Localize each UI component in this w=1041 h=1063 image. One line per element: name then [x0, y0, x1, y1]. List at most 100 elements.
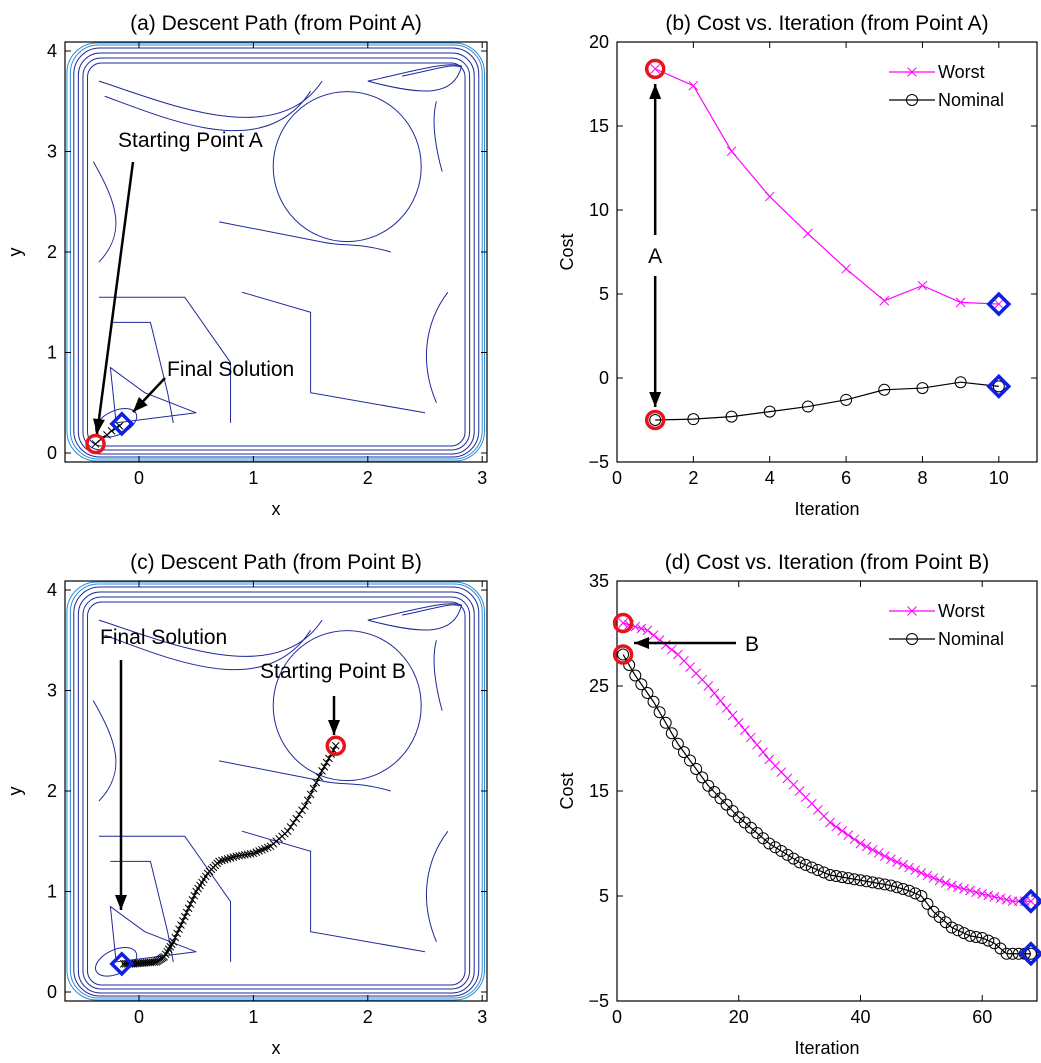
- data-point: [860, 875, 873, 888]
- x-tick-label: 3: [477, 468, 487, 488]
- legend-label-worst: Worst: [938, 62, 985, 82]
- contour-line: [104, 629, 312, 671]
- y-tick-label: 25: [589, 676, 609, 696]
- y-tick-label: 1: [47, 882, 57, 902]
- data-point: [909, 887, 922, 900]
- data-point: [886, 854, 896, 865]
- data-point: [983, 890, 994, 901]
- path-point: [173, 929, 181, 938]
- path-point: [175, 925, 183, 934]
- x-tick-label: 2: [688, 468, 698, 488]
- data-point: [831, 821, 841, 832]
- path-point: [171, 933, 180, 942]
- chart-title: (d) Cost vs. Iteration (from Point B): [665, 551, 989, 574]
- contour-line: [98, 296, 232, 423]
- data-point: [817, 866, 830, 879]
- data-point: [708, 786, 721, 799]
- path-point: [303, 796, 312, 805]
- data-point: [897, 883, 910, 895]
- x-axis-label: Iteration: [794, 1038, 859, 1058]
- x-tick-label: 2: [363, 1007, 373, 1027]
- path-point: [235, 851, 243, 860]
- legend-label-nominal: Nominal: [938, 629, 1004, 649]
- data-point: [891, 881, 903, 894]
- path-point: [226, 854, 235, 862]
- y-axis-label: y: [5, 248, 25, 257]
- data-point: [721, 703, 732, 713]
- start-marker: [644, 409, 666, 431]
- contour-line: [82, 57, 471, 451]
- contour-line: [82, 596, 471, 990]
- annotation-b: B: [745, 633, 759, 656]
- data-point: [702, 779, 715, 792]
- arrow-to-start: [95, 161, 135, 435]
- contour-line: [77, 591, 475, 994]
- data-point: [727, 710, 738, 721]
- y-axis-label: Cost: [557, 772, 577, 809]
- contour-line: [98, 619, 323, 657]
- start-marker: [644, 58, 666, 80]
- final-marker: [109, 951, 135, 977]
- data-point: [843, 830, 854, 840]
- data-point: [726, 804, 739, 817]
- y-tick-label: 3: [47, 142, 57, 162]
- x-tick-label: 8: [917, 468, 927, 488]
- data-point: [910, 865, 921, 876]
- data-point: [703, 681, 714, 691]
- path-point: [322, 758, 331, 767]
- descent-path-points: [119, 741, 340, 968]
- data-point: [769, 841, 782, 854]
- data-point: [801, 400, 814, 413]
- x-tick-label: 6: [841, 468, 851, 488]
- path-point: [180, 912, 189, 921]
- data-point: [746, 732, 756, 743]
- contour-line: [241, 291, 426, 414]
- data-point: [752, 739, 762, 750]
- data-point: [866, 876, 879, 889]
- data-point: [811, 863, 824, 876]
- data-point: [903, 884, 916, 897]
- data-point: [892, 857, 902, 867]
- data-point: [618, 618, 628, 628]
- data-point: [641, 687, 654, 699]
- data-point: [725, 410, 738, 423]
- final-marker: [1018, 941, 1041, 967]
- contour-line: [98, 80, 323, 118]
- data-point: [977, 889, 988, 899]
- data-point: [726, 146, 737, 157]
- chart-title: (b) Cost vs. Iteration (from Point A): [665, 12, 988, 35]
- contour-line: [92, 700, 117, 802]
- contour-line: [272, 630, 422, 782]
- path-point: [186, 900, 195, 908]
- data-point: [916, 382, 929, 395]
- contour-line: [433, 640, 443, 711]
- data-point: [915, 890, 928, 902]
- data-point: [824, 869, 837, 881]
- data-point: [992, 380, 1005, 393]
- data-point: [635, 678, 648, 691]
- path-point: [232, 852, 241, 861]
- series-worst: [644, 58, 1012, 317]
- data-point: [840, 393, 853, 406]
- path-point: [309, 784, 318, 793]
- contour-line: [77, 52, 475, 455]
- data-point: [965, 885, 975, 896]
- final-marker: [986, 291, 1012, 317]
- data-point: [916, 868, 927, 878]
- y-tick-label: 4: [47, 41, 57, 61]
- y-axis-label: Cost: [557, 233, 577, 270]
- data-point: [934, 875, 945, 886]
- data-point: [879, 295, 890, 306]
- data-point: [787, 852, 800, 865]
- y-axis-label: y: [5, 787, 25, 796]
- data-point: [971, 887, 981, 898]
- path-point: [315, 772, 324, 781]
- data-point: [993, 299, 1004, 309]
- contour-line: [104, 90, 312, 132]
- data-point: [763, 837, 776, 850]
- contour-line: [109, 366, 197, 424]
- data-point: [872, 877, 885, 890]
- data-point: [714, 792, 727, 805]
- arrow-to-final-head: [115, 895, 127, 910]
